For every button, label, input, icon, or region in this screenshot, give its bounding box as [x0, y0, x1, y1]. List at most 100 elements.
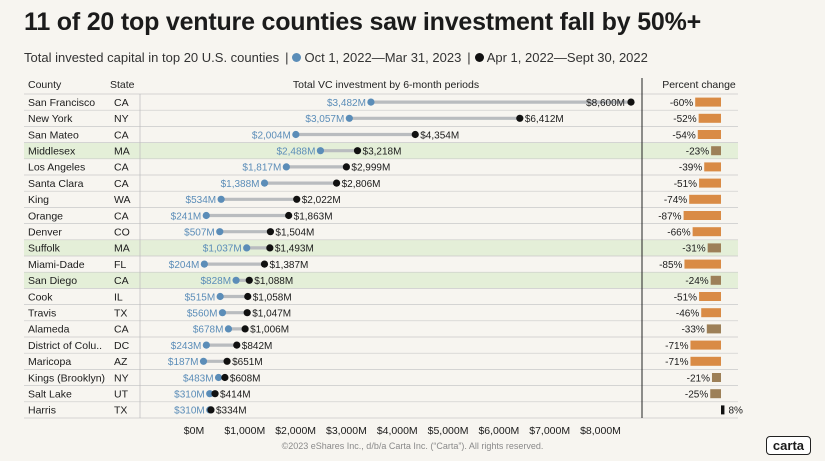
change-label: -33% — [681, 325, 704, 336]
previous-value-label: $2,999M — [351, 163, 390, 174]
state-label: CA — [114, 324, 129, 336]
previous-dot — [353, 147, 362, 155]
recent-value-label: $3,057M — [305, 114, 344, 125]
change-label: -24% — [685, 276, 708, 287]
previous-dot — [233, 341, 241, 349]
county-label: Harris — [28, 405, 56, 417]
recent-dot — [216, 228, 224, 236]
change-label: -60% — [670, 98, 693, 109]
state-label: UT — [114, 389, 129, 401]
row-background — [24, 191, 738, 207]
recent-dot — [345, 114, 353, 122]
recent-dot — [218, 309, 227, 317]
previous-value-label: $334M — [216, 406, 247, 417]
recent-dot — [292, 130, 300, 139]
previous-value-label: $1,387M — [269, 260, 308, 271]
previous-value-label: $2,022M — [302, 195, 341, 206]
state-label: TX — [114, 308, 127, 320]
recent-value-label: $3,482M — [327, 98, 366, 109]
x-tick-label: $7,000M — [529, 425, 570, 437]
x-tick-label: $5,000M — [428, 425, 469, 437]
previous-dot — [266, 244, 274, 252]
previous-value-label: $2,806M — [342, 179, 381, 190]
recent-dot — [224, 325, 233, 333]
state-label: FL — [114, 259, 126, 271]
legend-previous-period: Apr 1, 2022—Sept 30, 2022 — [486, 50, 648, 65]
row-background — [24, 386, 738, 402]
recent-value-label: $1,388M — [221, 179, 260, 190]
recent-dot — [202, 211, 210, 220]
change-bar — [698, 113, 721, 123]
recent-value-label: $310M — [174, 406, 205, 417]
change-label: -39% — [679, 163, 702, 174]
recent-value-label: $1,037M — [203, 244, 242, 255]
county-label: San Francisco — [28, 97, 95, 109]
previous-dot — [266, 228, 275, 236]
row-background — [24, 175, 738, 191]
previous-dot — [627, 98, 635, 106]
change-label: -54% — [672, 130, 695, 141]
row-background — [24, 239, 738, 256]
county-label: San Diego — [28, 275, 77, 287]
recent-value-label: $187M — [168, 357, 199, 368]
recent-value-label: $243M — [171, 341, 202, 352]
county-label: Los Angeles — [28, 162, 85, 174]
x-tick-label: $4,000M — [377, 425, 418, 437]
subtitle-separator: | — [467, 50, 471, 65]
change-label: -87% — [658, 211, 681, 222]
previous-dot — [223, 357, 231, 365]
change-label: -21% — [687, 373, 710, 384]
change-bar — [711, 146, 721, 156]
change-bar — [699, 292, 721, 301]
change-label: -25% — [685, 390, 708, 401]
recent-dot — [202, 341, 210, 349]
previous-value-label: $1,493M — [275, 244, 314, 255]
change-bar — [692, 227, 721, 237]
row-background — [24, 353, 738, 369]
change-bar — [690, 340, 721, 350]
row-background — [24, 402, 738, 418]
previous-value-label: $842M — [242, 341, 273, 352]
chart-title: 11 of 20 top venture counties saw invest… — [24, 8, 702, 36]
county-label: Salt Lake — [28, 389, 72, 401]
previous-dot — [332, 179, 341, 187]
change-bar — [684, 259, 721, 269]
row-background — [24, 305, 738, 321]
change-bar — [683, 211, 721, 220]
change-label: -51% — [674, 292, 697, 303]
chart-subtitle: Total invested capital in top 20 U.S. co… — [24, 50, 648, 65]
previous-value-label: $1,504M — [275, 228, 314, 239]
county-label: Maricopa — [28, 356, 71, 368]
recent-value-label: $483M — [183, 373, 214, 384]
recent-dot — [206, 390, 214, 398]
x-tick-label: $2,000M — [275, 425, 316, 437]
county-label: Orange — [28, 210, 63, 222]
recent-dot — [316, 147, 325, 155]
previous-dot — [221, 373, 229, 382]
recent-dot — [367, 98, 375, 106]
change-header: Percent change — [662, 79, 736, 91]
copyright-footer: ©2023 eShares Inc., d/b/a Carta Inc. (“C… — [281, 441, 544, 451]
previous-value-label: $651M — [232, 357, 263, 368]
recent-value-label: $241M — [171, 211, 202, 222]
recent-dot — [260, 179, 269, 187]
county-label: King — [28, 194, 49, 206]
change-bar — [699, 178, 721, 188]
x-tick-label: $1,000M — [224, 425, 265, 437]
previous-dot — [207, 406, 215, 414]
change-label: 8% — [728, 406, 743, 417]
county-label: San Mateo — [28, 129, 79, 141]
change-label: -85% — [659, 260, 682, 271]
change-label: -46% — [676, 309, 699, 320]
previous-value-label: $3,218M — [363, 147, 402, 158]
investment-header: Total VC investment by 6-month periods — [293, 79, 479, 91]
recent-value-label: $1,817M — [242, 163, 281, 174]
previous-value-label: $414M — [220, 390, 251, 401]
subtitle-separator: | — [285, 50, 289, 65]
previous-dot — [245, 276, 253, 284]
state-label: CA — [114, 275, 129, 287]
state-label: CA — [114, 97, 129, 109]
row-background — [24, 207, 738, 223]
recent-dot — [200, 260, 208, 268]
state-label: MA — [114, 146, 130, 158]
